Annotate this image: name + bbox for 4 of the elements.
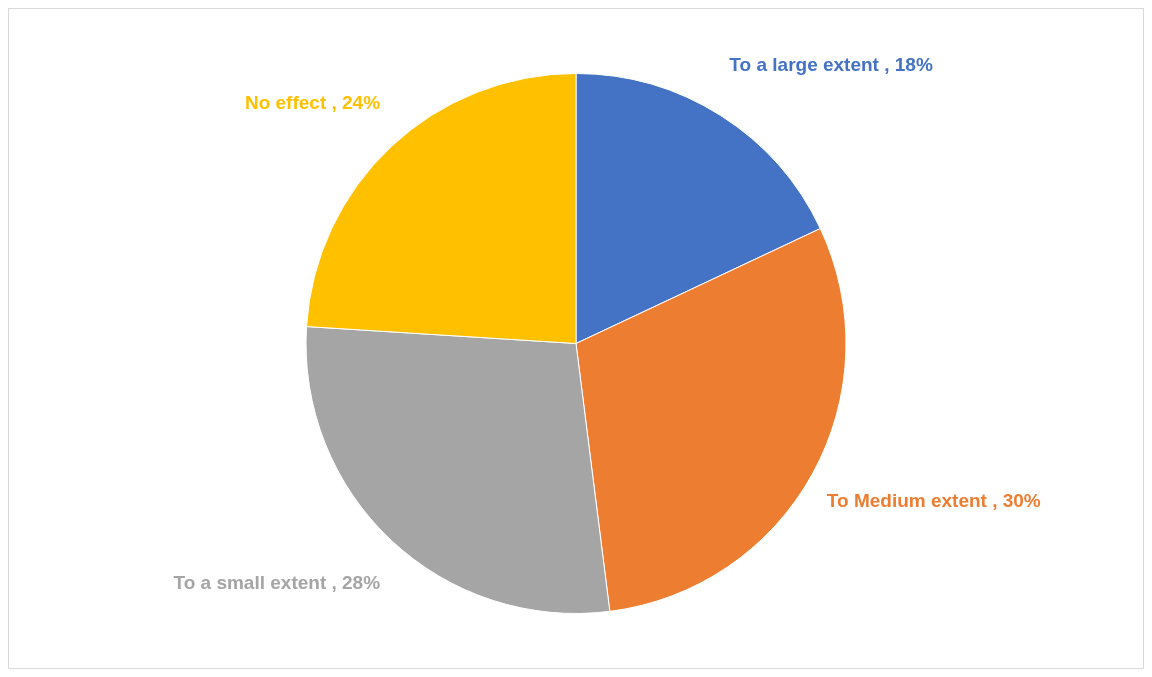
slice-label: To a large extent , 18%	[729, 53, 933, 75]
slice-label: No effect , 24%	[244, 91, 381, 113]
slice-label: To Medium extent , 30%	[826, 490, 1041, 512]
slice-label: To a small extent , 28%	[173, 571, 381, 593]
